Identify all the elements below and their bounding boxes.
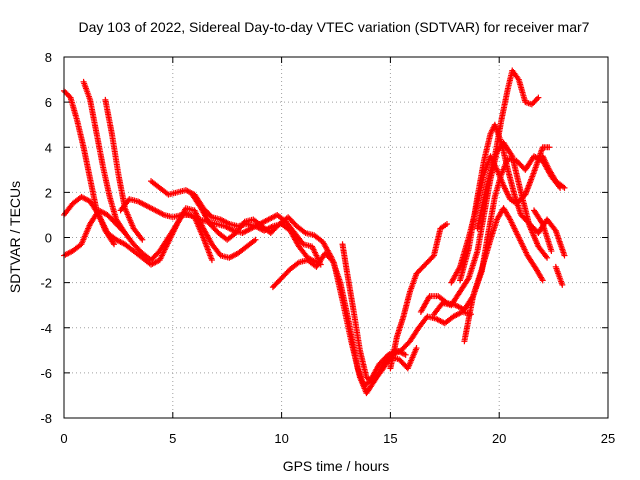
tick-labels: 0 5 10 15 20 25 -8 -6 -4 -2 0 2 4 6 8 — [40, 50, 615, 446]
y-tick-label: 8 — [45, 50, 52, 65]
series-arc-16 — [461, 205, 546, 345]
data-point — [539, 277, 546, 284]
data-point — [544, 254, 551, 261]
x-tick-label: 15 — [383, 431, 397, 446]
x-tick-label: 5 — [169, 431, 176, 446]
data-point — [252, 236, 259, 243]
y-tick-label: 4 — [45, 140, 52, 155]
data-point — [559, 281, 566, 288]
series-arc-11 — [387, 220, 450, 372]
data-point — [531, 98, 538, 105]
x-tick-label: 10 — [274, 431, 288, 446]
y-tick-label: 6 — [45, 95, 52, 110]
data-point — [530, 100, 537, 107]
data-point — [538, 219, 545, 226]
data-point — [561, 184, 568, 191]
y-tick-label: -2 — [40, 276, 52, 291]
data-point — [63, 90, 70, 97]
data-point — [464, 276, 471, 283]
x-tick-label: 25 — [601, 431, 615, 446]
series-arc-20 — [552, 263, 566, 288]
data-point — [535, 94, 542, 101]
data-points — [61, 67, 568, 397]
data-point — [546, 144, 553, 151]
data-point — [548, 248, 555, 255]
series-arc-17 — [474, 67, 542, 232]
series-arc-3 — [102, 96, 146, 243]
data-point — [528, 101, 535, 108]
data-point — [532, 97, 539, 104]
data-point — [208, 257, 215, 264]
series-arc-19 — [531, 207, 555, 255]
x-tick-label: 20 — [492, 431, 506, 446]
series-arc-18 — [539, 153, 568, 191]
data-point — [62, 89, 69, 96]
series-arc-10 — [339, 241, 420, 385]
data-point — [139, 236, 146, 243]
y-tick-label: -6 — [40, 366, 52, 381]
series-arc-7 — [148, 178, 320, 266]
y-axis-label: SDTVAR / TECUs — [7, 181, 23, 293]
y-tick-label: 0 — [45, 231, 52, 246]
y-tick-label: -8 — [40, 411, 52, 426]
chart-title: Day 103 of 2022, Sidereal Day-to-day VTE… — [79, 19, 590, 35]
data-point — [413, 345, 420, 352]
data-point — [443, 220, 450, 227]
data-point — [402, 351, 409, 358]
data-point — [508, 151, 515, 158]
x-tick-label: 0 — [60, 431, 67, 446]
grid-lines — [64, 57, 608, 418]
series-arc-15 — [448, 144, 553, 286]
x-axis-label: GPS time / hours — [283, 458, 390, 474]
y-tick-label: 2 — [45, 185, 52, 200]
data-point — [111, 241, 118, 248]
data-point — [561, 252, 568, 259]
y-tick-label: -4 — [40, 321, 52, 336]
data-point — [110, 239, 117, 246]
data-point — [534, 95, 541, 102]
plot-frame — [63, 56, 609, 419]
data-point — [64, 91, 71, 98]
